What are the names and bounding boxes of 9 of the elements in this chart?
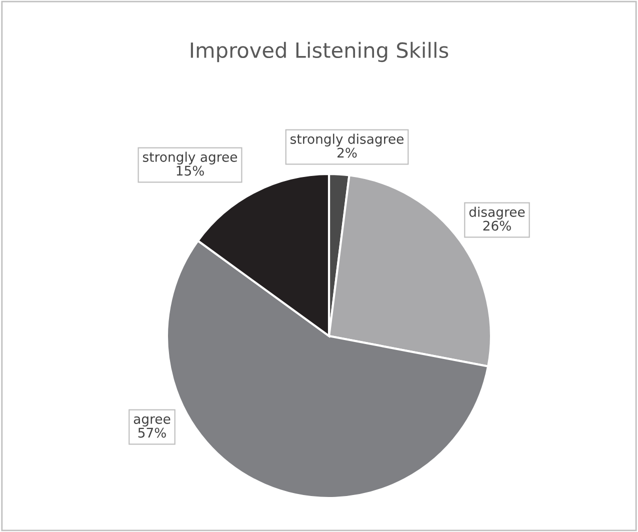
data-label: 2% <box>338 148 357 158</box>
data-label: 15% <box>176 166 204 176</box>
data-label: 26% <box>483 220 511 231</box>
slice-label: disagree <box>469 206 525 220</box>
chart-title: Improved Listening Skills <box>190 42 448 62</box>
slice-label: strongly disagree <box>290 134 404 146</box>
data-label: 57% <box>138 428 166 438</box>
slice-label: agree <box>134 416 170 426</box>
slice-label: strongly agree <box>142 152 238 164</box>
